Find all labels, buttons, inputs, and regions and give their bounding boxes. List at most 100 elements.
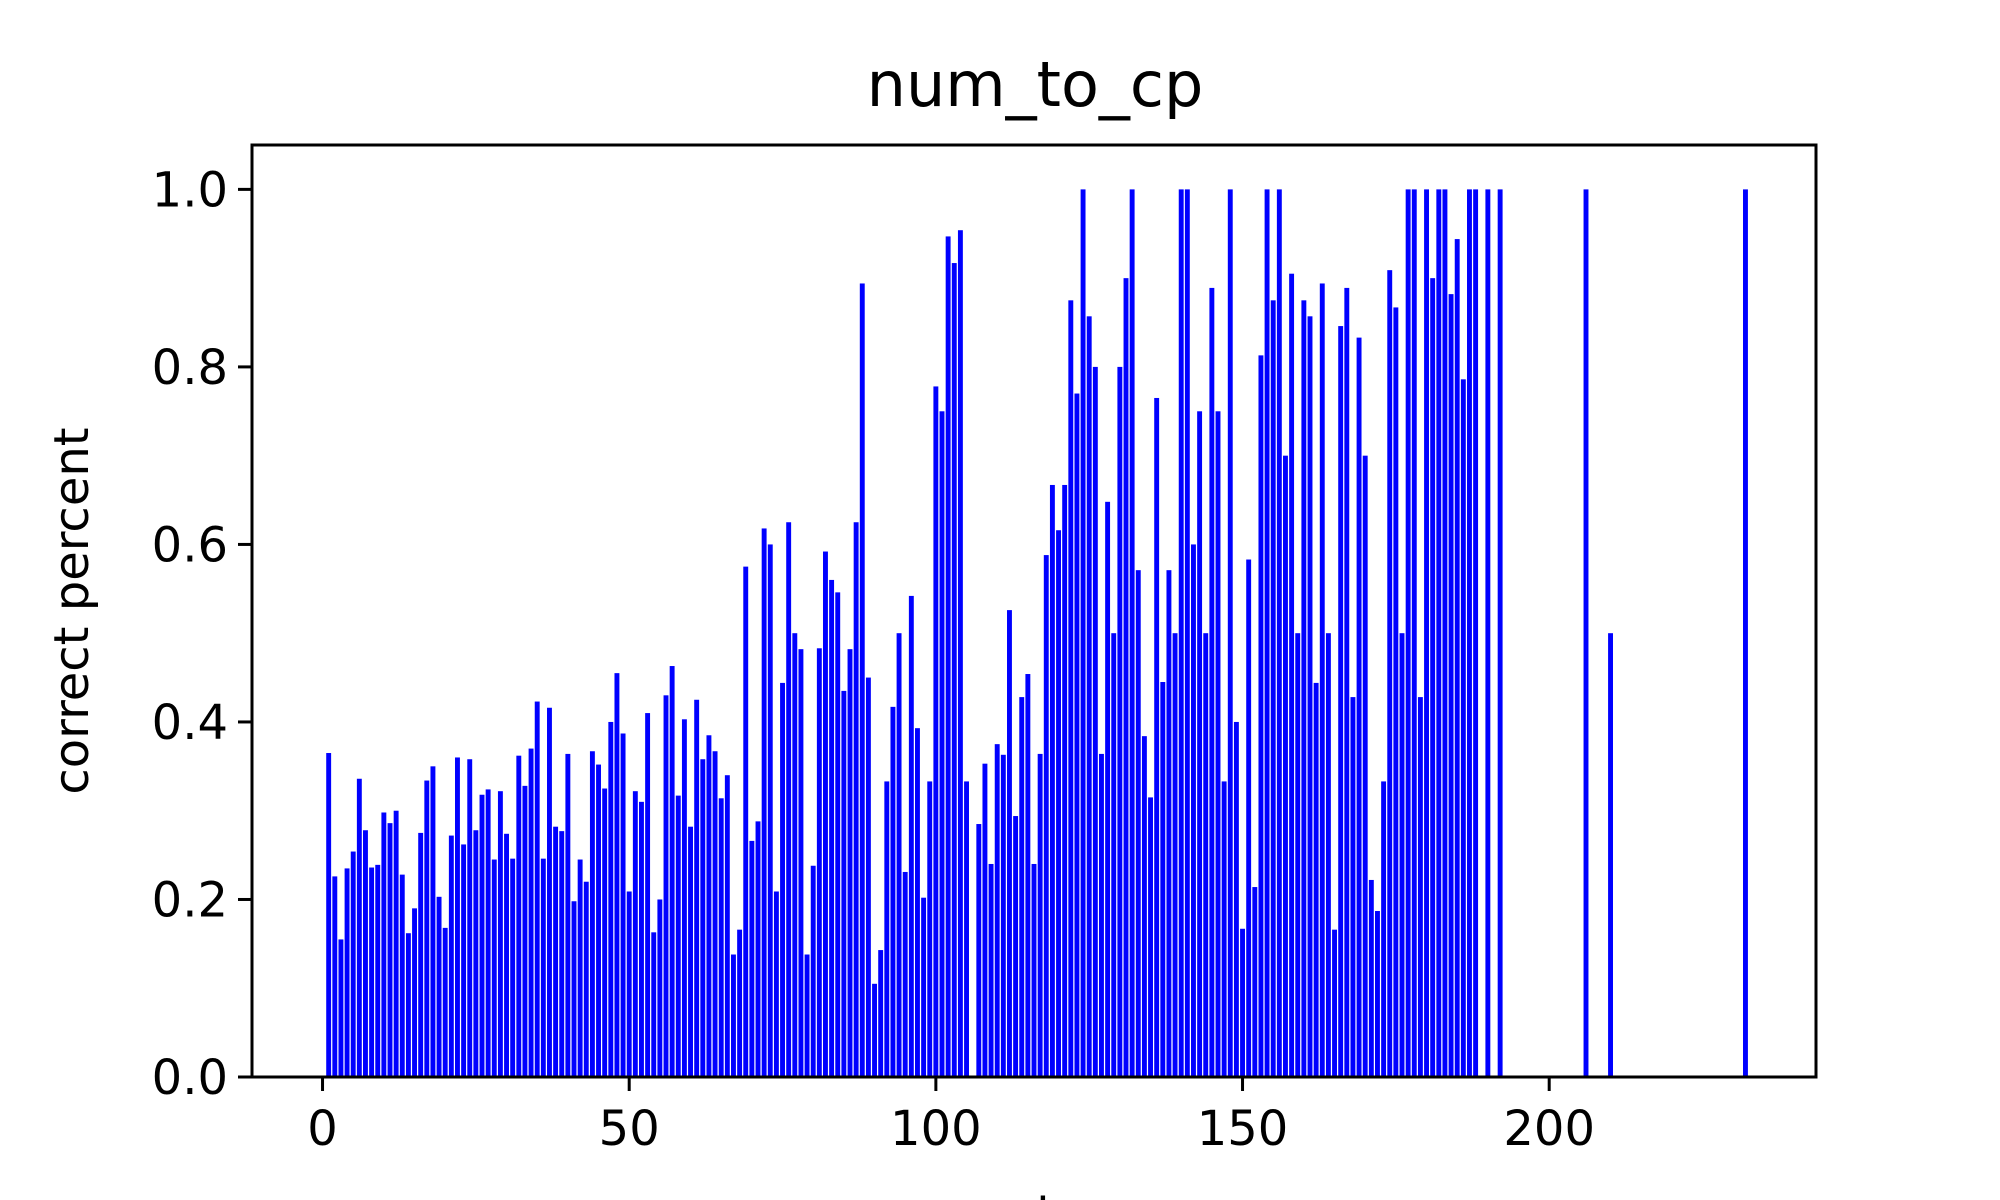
bar-140 — [1178, 189, 1184, 1077]
bar-48 — [614, 673, 620, 1077]
bar-31 — [510, 858, 516, 1077]
plot-frame — [250, 143, 1818, 1079]
bar-142 — [1191, 544, 1196, 1077]
bar-116 — [1031, 863, 1037, 1077]
bar-98 — [921, 897, 927, 1077]
bar-128 — [1105, 501, 1111, 1077]
x-tick-label: 100 — [890, 1101, 982, 1157]
bar-82 — [823, 551, 828, 1077]
y-tick-label: 0.4 — [152, 695, 228, 751]
bar-10 — [381, 812, 387, 1077]
bar-32 — [516, 755, 522, 1077]
bar-9 — [375, 864, 381, 1077]
y-tick-label: 1.0 — [152, 162, 228, 218]
bar-183 — [1442, 189, 1448, 1077]
bar-8 — [369, 867, 375, 1077]
bar-45 — [596, 764, 601, 1077]
bar-4 — [344, 868, 350, 1077]
bar-27 — [485, 789, 491, 1077]
bar-26 — [479, 794, 485, 1077]
y-tick-label: 0.8 — [152, 340, 228, 396]
bar-51 — [632, 791, 638, 1077]
bar-155 — [1270, 300, 1276, 1078]
bar-151 — [1246, 559, 1252, 1077]
bar-190 — [1485, 189, 1491, 1077]
bar-1 — [326, 753, 332, 1077]
bar-94 — [896, 633, 902, 1077]
bar-121 — [1062, 484, 1068, 1078]
bar-127 — [1099, 753, 1104, 1077]
bar-134 — [1141, 736, 1147, 1077]
bar-148 — [1227, 189, 1233, 1077]
bar-36 — [540, 858, 546, 1077]
bar-23 — [461, 844, 467, 1077]
bar-group — [326, 189, 1748, 1078]
bar-40 — [565, 753, 571, 1077]
bar-139 — [1172, 633, 1178, 1077]
bar-49 — [620, 733, 626, 1077]
chart-title: num_to_cp — [867, 48, 1204, 121]
bar-114 — [1019, 697, 1025, 1077]
x-axis-label: numbers — [929, 1188, 1141, 1200]
bar-95 — [902, 871, 908, 1077]
bar-46 — [602, 788, 608, 1077]
bar-125 — [1086, 316, 1092, 1077]
bar-130 — [1117, 366, 1123, 1077]
bar-11 — [387, 823, 393, 1077]
bar-41 — [571, 901, 577, 1077]
bar-153 — [1258, 355, 1264, 1077]
bar-55 — [657, 899, 663, 1077]
bar-181 — [1430, 278, 1436, 1077]
bar-34 — [528, 748, 534, 1077]
bar-131 — [1123, 278, 1129, 1077]
bar-166 — [1338, 326, 1344, 1077]
bar-103 — [951, 263, 957, 1077]
bar-126 — [1092, 366, 1098, 1077]
bar-30 — [504, 833, 509, 1077]
bar-71 — [755, 821, 761, 1077]
bar-173 — [1381, 781, 1387, 1077]
bar-110 — [994, 744, 1000, 1077]
bar-115 — [1025, 674, 1031, 1077]
bar-136 — [1154, 397, 1160, 1078]
bar-20 — [442, 927, 448, 1077]
bar-42 — [577, 859, 583, 1077]
bar-184 — [1448, 294, 1454, 1077]
bar-104 — [957, 230, 963, 1077]
bar-180 — [1424, 189, 1429, 1077]
bar-185 — [1454, 239, 1460, 1078]
bar-129 — [1111, 633, 1117, 1077]
bar-165 — [1332, 929, 1337, 1077]
bar-188 — [1473, 189, 1479, 1077]
bar-109 — [988, 863, 994, 1077]
bar-28 — [491, 859, 497, 1077]
bar-179 — [1417, 697, 1423, 1077]
bar-176 — [1399, 633, 1405, 1077]
bar-182 — [1436, 189, 1442, 1077]
bar-91 — [878, 950, 884, 1077]
bar-35 — [534, 701, 540, 1077]
bar-56 — [663, 695, 669, 1077]
bar-206 — [1583, 189, 1589, 1077]
y-tick-label: 0.0 — [152, 1050, 228, 1106]
bar-80 — [810, 865, 816, 1077]
bar-147 — [1221, 781, 1227, 1077]
bar-92 — [884, 781, 890, 1077]
y-axis-label: correct percent — [44, 427, 100, 794]
x-tick-label: 200 — [1503, 1101, 1595, 1157]
bar-113 — [1013, 816, 1019, 1077]
bar-64 — [712, 751, 718, 1077]
bar-163 — [1319, 283, 1325, 1078]
bar-107 — [976, 824, 982, 1077]
bar-145 — [1209, 287, 1215, 1077]
x-tick-label: 50 — [599, 1101, 660, 1157]
bar-47 — [608, 721, 614, 1077]
bar-154 — [1264, 189, 1270, 1077]
bar-53 — [645, 713, 651, 1077]
bar-16 — [418, 832, 424, 1077]
bar-171 — [1368, 879, 1374, 1077]
bar-162 — [1313, 682, 1319, 1077]
bar-169 — [1356, 337, 1362, 1077]
bar-50 — [626, 891, 632, 1077]
